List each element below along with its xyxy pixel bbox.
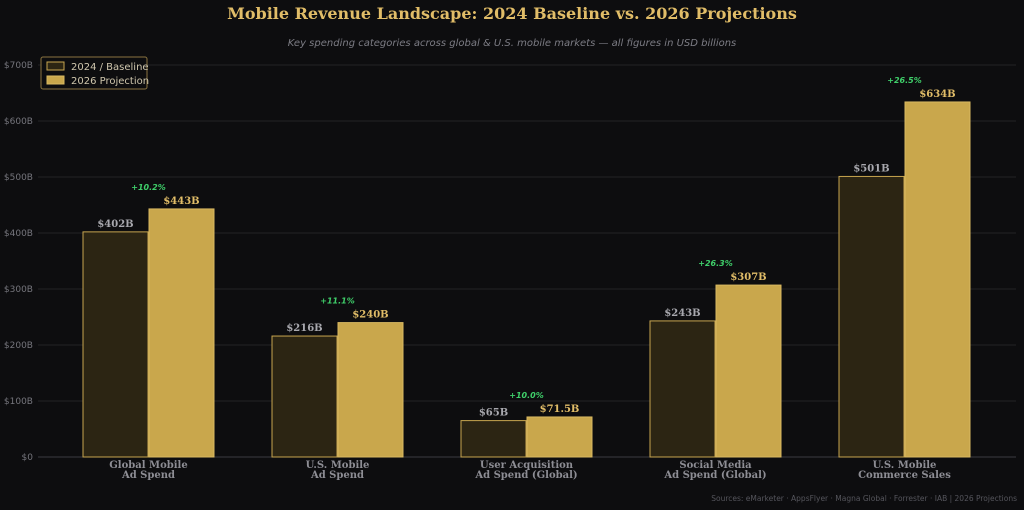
bar-baseline	[271, 335, 338, 458]
growth-label: +10.2%	[131, 183, 165, 192]
x-tick-label: Ad Spend	[121, 470, 175, 481]
y-tick-label: $400B	[4, 229, 33, 239]
growth-label: +26.5%	[887, 76, 921, 85]
value-label-projection: $443B	[163, 196, 199, 207]
y-tick-label: $300B	[4, 285, 33, 295]
y-tick-label: $600B	[4, 117, 33, 127]
value-labels: $402B $443B +10.2% $216B $240B +11.1% $65B $71.…	[97, 76, 955, 419]
x-tick-label: Ad Spend	[310, 470, 364, 481]
legend-swatch-projection	[46, 75, 65, 85]
bar-baseline	[460, 420, 527, 458]
x-tick-label: Ad Spend (Global)	[663, 470, 766, 481]
x-tick-label: Ad Spend (Global)	[474, 470, 577, 481]
bar-baseline	[82, 231, 149, 458]
y-tick-label: $100B	[4, 397, 33, 407]
value-label-baseline: $243B	[664, 308, 700, 319]
x-tick-label: Global Mobile	[109, 460, 187, 471]
x-tick-label: U.S. Mobile	[306, 460, 370, 471]
legend-swatch-baseline	[46, 61, 65, 71]
bar-projection	[904, 101, 971, 458]
value-label-projection: $71.5B	[540, 404, 580, 415]
y-axis-ticks: $0 $100B $200B $300B $400B $500B $600B $700B	[4, 61, 33, 463]
bar-projection	[148, 208, 215, 458]
y-tick-label: $0	[22, 453, 34, 463]
value-label-baseline: $501B	[853, 163, 889, 174]
x-tick-label: User Acquisition	[480, 460, 574, 471]
source-note: Sources: eMarketer · AppsFlyer · Magna G…	[711, 494, 1017, 503]
value-label-baseline: $402B	[97, 219, 133, 230]
x-tick-label: U.S. Mobile	[873, 460, 937, 471]
value-label-projection: $307B	[730, 272, 766, 283]
value-label-projection: $634B	[919, 89, 955, 100]
growth-label: +10.0%	[509, 391, 543, 400]
x-tick-label: Commerce Sales	[858, 470, 951, 481]
legend-label-baseline: 2024 / Baseline	[71, 62, 149, 73]
y-tick-label: $700B	[4, 61, 33, 71]
x-tick-label: Social Media	[679, 460, 752, 471]
bars	[82, 101, 971, 458]
y-tick-label: $500B	[4, 173, 33, 183]
legend-box	[40, 56, 148, 90]
bar-baseline	[649, 320, 716, 458]
growth-label: +11.1%	[320, 297, 354, 306]
growth-label: +26.3%	[698, 259, 732, 268]
bar-projection	[337, 322, 404, 458]
legend: 2024 / Baseline 2026 Projection	[40, 56, 149, 90]
y-tick-label: $200B	[4, 341, 33, 351]
legend-label-projection: 2026 Projection	[71, 76, 149, 87]
chart-title: Mobile Revenue Landscape: 2024 Baseline …	[227, 4, 797, 23]
value-label-baseline: $65B	[479, 408, 508, 419]
bar-baseline	[838, 175, 905, 458]
value-label-projection: $240B	[352, 310, 388, 321]
bar-projection	[526, 416, 593, 458]
bar-projection	[715, 284, 782, 458]
chart-subtitle: Key spending categories across global & …	[288, 38, 737, 49]
value-label-baseline: $216B	[286, 323, 322, 334]
